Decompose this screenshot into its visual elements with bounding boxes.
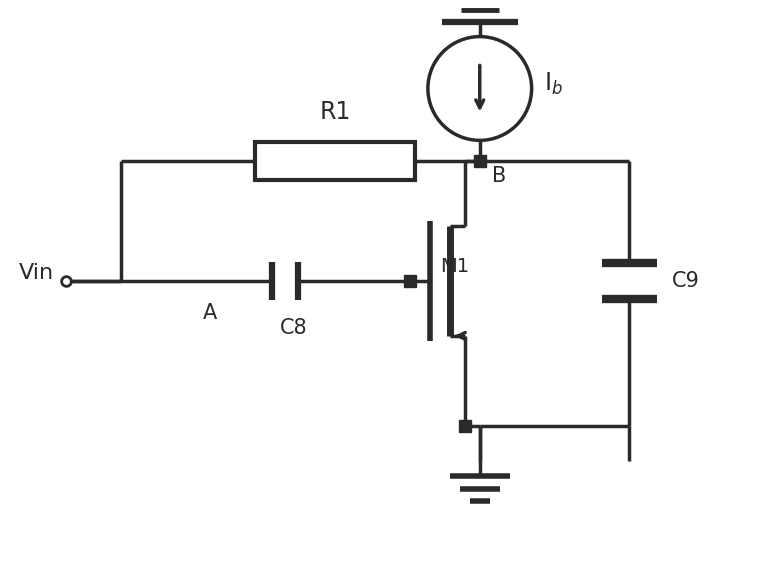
Text: A: A [203,303,218,323]
Text: B: B [492,166,506,187]
Text: R1: R1 [319,101,351,124]
Text: Vin: Vin [19,263,54,283]
Text: C8: C8 [280,318,307,338]
Bar [255,142,415,180]
Text: I$_b$: I$_b$ [543,70,562,96]
Text: C9: C9 [672,271,700,291]
Text: M1: M1 [440,257,469,276]
